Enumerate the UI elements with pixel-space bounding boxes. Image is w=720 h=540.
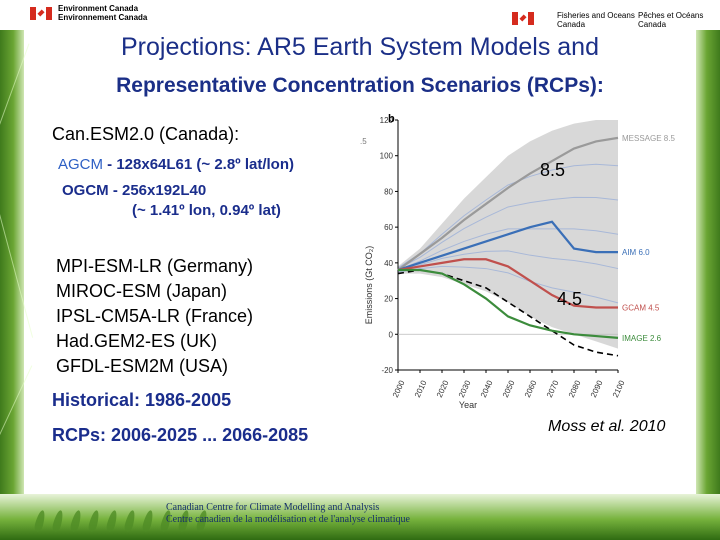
panel-label: b — [388, 113, 395, 125]
x-tick-label: 2070 — [545, 378, 561, 398]
x-tick-label: 2020 — [435, 378, 451, 398]
header: Environment Canada Environnement Canada … — [0, 0, 720, 30]
model-list-item: GFDL-ESM2M (USA) — [56, 356, 229, 376]
background-scenario-line — [397, 163, 619, 269]
rcp85-label: 8.5 — [540, 160, 566, 180]
x-tick-label: 2050 — [501, 378, 517, 398]
series-line — [397, 258, 618, 309]
canada-flag-icon — [512, 12, 534, 25]
y-tick-label: -20 — [381, 366, 393, 375]
series-line — [397, 220, 618, 272]
rcp-periods: RCPs: 2006-2025 ... 2066-2085 — [52, 425, 309, 445]
agcm-label: AGCM — [58, 156, 103, 173]
footer-centre-name-fr: Centre canadien de la modélisation et de… — [166, 514, 410, 525]
series-label: MESSAGE 8.5 — [622, 134, 675, 143]
agcm-spec: AGCM - 128x64L61 (~ 2.8º lat/lon) — [58, 156, 294, 173]
dfo-fr-line1: Pêches et Océans — [638, 11, 704, 20]
x-tick-label: 2090 — [589, 378, 605, 398]
ec-name-fr: Environnement Canada — [58, 13, 148, 22]
y-tick-label: 120 — [380, 116, 394, 125]
x-tick-label: 2010 — [413, 378, 429, 398]
series-label: AIM 6.0 — [622, 248, 650, 257]
x-tick-label: 2100 — [611, 378, 627, 398]
slide-subtitle: Representative Concentration Scenarios (… — [116, 74, 604, 97]
model-list-item: IPSL-CM5A-LR (France) — [56, 306, 254, 326]
model-list-item: Had.GEM2-ES (UK) — [56, 331, 218, 351]
background-scenario-line — [397, 265, 619, 304]
slide-title: Projections: AR5 Earth System Models and — [120, 33, 599, 61]
x-tick-label: 2000 — [391, 378, 407, 398]
series-label: GCAM 4.5 — [622, 304, 660, 313]
background-scenario-line — [397, 196, 619, 270]
x-tick-label: 2040 — [479, 378, 495, 398]
background-scenario-line — [397, 228, 619, 271]
y-tick-label: 60 — [384, 223, 393, 232]
y-tick-label: 80 — [384, 187, 393, 196]
model-list: MPI-ESM-LR (Germany) MIROC-ESM (Japan) I… — [56, 254, 253, 379]
panel-label-fragment: .5 — [360, 137, 367, 146]
footer-centre-name-en: Canadian Centre for Climate Modelling an… — [166, 502, 380, 513]
y-tick-label: 40 — [384, 259, 393, 268]
series-line — [397, 136, 619, 271]
y-axis-label: Emissions (Gt CO₂) — [364, 246, 374, 325]
historical-period: Historical: 1986-2005 — [52, 390, 232, 410]
model-list-item: MPI-ESM-LR (Germany) — [56, 256, 254, 276]
left-leaf-border — [0, 0, 34, 540]
ogcm-spec: OGCM - 256x192L40 — [62, 182, 207, 199]
background-scenario-line — [397, 250, 619, 272]
ec-name-en: Environment Canada — [58, 4, 139, 13]
agcm-value: - 128x64L61 (~ 2.8º lat/lon) — [107, 156, 294, 173]
series-label: IMAGE 2.6 — [622, 334, 662, 343]
dfo-fr-line2: Canada — [638, 20, 667, 29]
canada-flag-icon — [30, 7, 52, 20]
dfo-name-en: Fisheries and Oceans Canada — [557, 11, 635, 29]
right-leaf-border — [696, 0, 720, 540]
model-list-item: MIROC-ESM (Japan) — [56, 281, 228, 301]
x-tick-label: 2080 — [567, 378, 583, 398]
dfo-en-line2: Canada — [557, 20, 586, 29]
rcp45-label: 4.5 — [557, 289, 583, 309]
reference-dashed-line — [397, 269, 619, 357]
y-tick-label: 100 — [380, 152, 394, 161]
x-axis-label: Year — [459, 400, 477, 410]
bottom-leaf-border — [0, 494, 720, 540]
x-tick-label: 2060 — [523, 378, 539, 398]
series-line — [398, 268, 619, 339]
ogcm-resolution: (~ 1.41º lon, 0.94º lat) — [132, 202, 281, 219]
y-tick-label: 0 — [389, 330, 394, 339]
canesm-model-name: Can.ESM2.0 (Canada): — [52, 124, 240, 144]
dfo-en-line1: Fisheries and Oceans — [557, 11, 635, 20]
y-tick-label: 20 — [384, 295, 393, 304]
x-tick-label: 2030 — [457, 378, 473, 398]
ec-name: Environment Canada Environnement Canada — [58, 4, 147, 22]
dfo-name-fr: Pêches et Océans Canada — [638, 11, 703, 29]
citation: Moss et al. 2010 — [548, 418, 666, 435]
